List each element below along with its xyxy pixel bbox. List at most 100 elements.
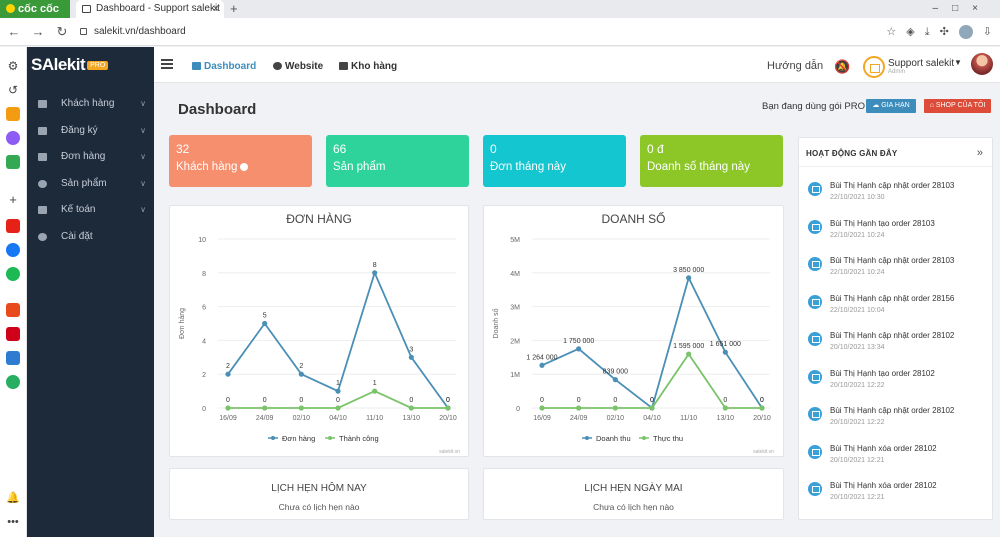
nav-label: Dashboard <box>204 61 257 72</box>
sidebar-item-accounting[interactable]: Kế toán ∨ <box>27 197 154 224</box>
sidebar-item-customers[interactable]: Khách hàng ∨ <box>27 91 154 118</box>
monitor-icon <box>192 62 201 70</box>
new-tab-button[interactable]: + <box>230 1 238 16</box>
x-tick-label: 13/10 <box>403 415 421 422</box>
back-arrow-icon[interactable]: ← <box>7 24 21 39</box>
facebook-icon[interactable] <box>6 243 20 257</box>
star-icon[interactable]: ☆ <box>886 26 897 38</box>
activity-text: Bùi Thị Hạnh xóa order 28102 <box>830 481 937 490</box>
sidebar-item-registration[interactable]: Đăng ký ∨ <box>27 118 154 145</box>
activity-item[interactable]: Bùi Thị Hạnh tạo order 28102 20/10/2021 1… <box>808 367 988 397</box>
data-point <box>225 371 231 377</box>
notification-bell-icon[interactable]: 🔔 <box>6 492 20 504</box>
sidebar-item-products[interactable]: Sản phẩm ∨ <box>27 171 154 198</box>
appointments-today-title: LỊCH HẸN HÔM NAY <box>271 483 367 494</box>
account-name[interactable]: Support salekit <box>888 58 955 69</box>
close-tab-icon[interactable]: × <box>212 3 219 15</box>
nav-website[interactable]: Website <box>273 47 323 83</box>
activity-item[interactable]: Bùi Thị Hạnh xóa order 28102 20/10/2021 1… <box>808 442 988 472</box>
browser-brand[interactable]: cốc cốc <box>0 0 70 18</box>
hamburger-menu-icon[interactable] <box>161 59 173 69</box>
appointments-tomorrow-empty: Chưa có lịch hẹn nào <box>593 502 674 512</box>
data-label: 0 <box>409 397 413 404</box>
app-logo[interactable]: SAlekit PRO <box>27 47 154 83</box>
bell-off-icon[interactable]: 🔕 <box>834 59 851 74</box>
extensions-icon[interactable]: ✣ <box>939 26 949 38</box>
add-icon[interactable]: + <box>9 192 17 207</box>
sidebar-item-orders[interactable]: Đơn hàng ∨ <box>27 144 154 171</box>
caret-down-icon[interactable]: ▼ <box>954 58 962 67</box>
profile-icon[interactable] <box>958 25 973 39</box>
activity-item[interactable]: Bùi Thị Hạnh cập nhật order 28156 22/10/2… <box>808 292 988 322</box>
my-shop-button[interactable]: ⌂ SHOP CỦA TÔI <box>924 99 991 113</box>
browser-brand-label: cốc cốc <box>18 3 59 15</box>
chat-icon[interactable] <box>6 375 20 389</box>
page-title: Dashboard <box>178 101 257 118</box>
browser-tab[interactable]: Dashboard - Support salekit × <box>76 0 224 18</box>
stack-icon <box>339 62 348 70</box>
activity-time: 22/10/2021 10:30 <box>830 194 885 201</box>
chevron-double-right-icon[interactable]: » <box>976 147 983 159</box>
renew-label: GIA HẠN <box>881 102 910 109</box>
data-label: 0 <box>540 397 544 404</box>
activity-item[interactable]: Bùi Thị Hạnh cập nhật order 28103 22/10/2… <box>808 254 988 284</box>
nav-dashboard[interactable]: Dashboard <box>192 47 256 83</box>
data-point <box>372 388 378 394</box>
data-label: 0 <box>650 397 654 404</box>
shield-icon[interactable]: ◈ <box>906 26 915 38</box>
activity-item[interactable]: Bùi Thị Hạnh cập nhật order 28102 20/10/2… <box>808 329 988 359</box>
vtv-icon[interactable] <box>6 327 20 341</box>
forward-arrow-icon[interactable]: → <box>31 24 45 39</box>
stat-card-monthly-orders[interactable]: 0 Đơn tháng này <box>483 135 626 187</box>
data-point <box>612 377 618 383</box>
settings-gear-icon[interactable]: ⚙ <box>7 59 19 73</box>
sidebar-item-settings[interactable]: Cài đặt <box>27 224 154 251</box>
history-icon[interactable]: ↺ <box>7 83 19 97</box>
reload-icon[interactable]: ↻ <box>56 24 68 39</box>
app-icon[interactable] <box>6 351 20 365</box>
activity-item[interactable]: Bùi Thị Hạnh cập nhật order 28103 22/10/2… <box>808 179 988 209</box>
url-input[interactable]: salekit.vn/dashboard <box>78 22 838 42</box>
stat-card-customers[interactable]: 32 Khách hàng <box>169 135 312 187</box>
activity-item[interactable]: Bùi Thị Hạnh cập nhật order 28102 20/10/2… <box>808 404 988 434</box>
data-label: 1 750 000 <box>563 338 594 345</box>
data-point <box>408 405 414 411</box>
youtube-icon[interactable] <box>6 219 20 233</box>
stat-label: Doanh số tháng này <box>647 161 750 173</box>
data-label: 839 000 <box>603 369 628 376</box>
chart-credit: salekit.vn <box>439 449 460 455</box>
nav-warehouse[interactable]: Kho hàng <box>339 47 397 83</box>
x-tick-label: 20/10 <box>753 415 771 422</box>
y-tick-label: 0 <box>516 406 520 413</box>
downloads-icon[interactable]: ⇩ <box>982 26 992 38</box>
news-icon[interactable] <box>6 303 20 317</box>
appointments-tomorrow-card: LỊCH HẸN NGÀY MAI Chưa có lịch hẹn nào <box>483 468 784 520</box>
credit-card-icon <box>38 206 47 214</box>
data-point <box>372 270 378 276</box>
renew-button[interactable]: ☁ GIA HẠN <box>866 99 916 113</box>
activity-item[interactable]: Bùi Thị Hạnh tạo order 28103 22/10/2021 1… <box>808 217 988 247</box>
window-controls[interactable]: –□× <box>932 3 992 14</box>
guide-link[interactable]: Hướng dẫn <box>767 60 824 72</box>
stat-card-products[interactable]: 66 Sản phẩm <box>326 135 469 187</box>
data-point <box>759 405 765 411</box>
download-icon[interactable]: ⤓ <box>924 26 930 38</box>
y-axis-label: Doanh số <box>491 308 500 338</box>
messenger-icon[interactable] <box>6 131 20 145</box>
activity-time: 20/10/2021 13:34 <box>830 344 885 351</box>
user-photo-avatar[interactable] <box>971 53 993 75</box>
account-avatar[interactable] <box>863 56 885 78</box>
info-circle-icon[interactable] <box>240 163 249 171</box>
data-label: 2 <box>226 363 230 370</box>
crown-icon[interactable] <box>6 107 20 121</box>
spotify-icon[interactable] <box>6 267 20 281</box>
activity-item[interactable]: Bùi Thị Hạnh xóa order 28102 20/10/2021 1… <box>808 479 988 509</box>
stat-card-monthly-revenue[interactable]: 0 đ Doanh số tháng này <box>640 135 783 187</box>
x-tick-label: 16/09 <box>533 415 551 422</box>
activity-title: HOẠT ĐỘNG GẦN ĐÂY <box>806 149 898 158</box>
game-controller-icon[interactable] <box>6 155 20 169</box>
tab-title: Dashboard - Support salekit <box>96 3 220 14</box>
more-icon[interactable]: ••• <box>7 516 19 528</box>
y-tick-label: 2 <box>202 372 206 379</box>
y-tick-label: 4 <box>202 338 206 345</box>
